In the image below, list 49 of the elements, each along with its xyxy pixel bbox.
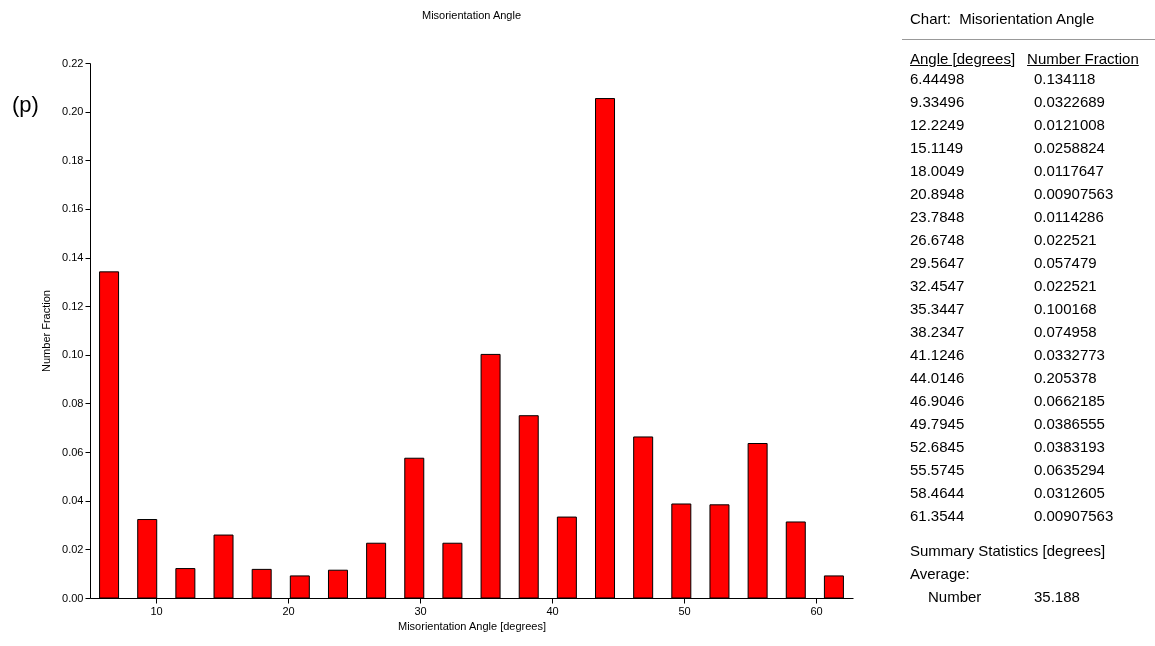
text: 6.44498 0.134118 — [910, 70, 1096, 87]
text: 52.6845 0.0383193 — [910, 438, 1105, 455]
text: 58.4644 0.0312605 — [910, 484, 1105, 501]
x-tick-label: 60 — [810, 604, 823, 617]
text: 15.1149 0.0258824 — [910, 139, 1105, 156]
y-axis-title: Number Fraction — [40, 290, 53, 372]
text: 20.8948 0.00907563 — [910, 185, 1114, 202]
text: Number Fraction — [1026, 50, 1140, 67]
x-tick-label: 50 — [678, 604, 691, 617]
text: (p) — [12, 92, 39, 118]
text: 23.7848 0.0114286 — [910, 208, 1104, 225]
text: 18.0049 0.0117647 — [910, 162, 1104, 179]
x-tick-label: 30 — [414, 604, 427, 617]
text: 55.5745 0.0635294 — [910, 461, 1105, 478]
y-tick-label: 0.18 — [62, 153, 84, 166]
y-tick-label: 0.04 — [62, 494, 84, 507]
y-tick-label: 0.08 — [62, 396, 84, 409]
text: Chart: Misorientation Angle — [902, 8, 1155, 40]
x-tick-label: 40 — [546, 604, 559, 617]
text: 44.0146 0.205378 — [910, 369, 1097, 386]
text: 46.9046 0.0662185 — [910, 392, 1105, 409]
text: 29.5647 0.057479 — [910, 254, 1097, 271]
y-tick-label: 0.16 — [62, 202, 84, 215]
text: 32.4547 0.022521 — [910, 277, 1097, 294]
text: 38.2347 0.074958 — [910, 323, 1097, 340]
text: 26.6748 0.022521 — [910, 231, 1097, 248]
text: 35.188 — [1034, 588, 1080, 605]
y-tick-label: 0.20 — [62, 105, 84, 118]
text: 41.1246 0.0332773 — [910, 346, 1105, 363]
text: 61.3544 0.00907563 — [910, 507, 1114, 524]
x-axis-title: Misorientation Angle [degrees] — [398, 619, 546, 632]
y-tick-label: 0.00 — [62, 591, 84, 604]
text: 49.7945 0.0386555 — [910, 415, 1105, 432]
text: 12.2249 0.0121008 — [910, 116, 1105, 133]
text: 9.33496 0.0322689 — [910, 93, 1105, 110]
y-tick-label: 0.12 — [62, 299, 84, 312]
chart-title: Misorientation Angle — [421, 9, 522, 21]
y-tick-label: 0.06 — [62, 445, 84, 458]
y-tick-label: 0.22 — [62, 56, 84, 69]
text: Average: — [910, 564, 971, 584]
x-tick-label: 20 — [282, 604, 295, 617]
x-tick-label: 10 — [150, 604, 163, 617]
y-tick-label: 0.10 — [62, 348, 84, 361]
text: Number — [928, 587, 983, 607]
y-tick-label: 0.14 — [62, 251, 84, 264]
y-tick-label: 0.02 — [62, 542, 84, 555]
text: Summary Statistics [degrees] — [910, 541, 1107, 561]
text: 35.3447 0.100168 — [910, 300, 1097, 317]
text: Angle [degrees] — [909, 50, 1017, 67]
